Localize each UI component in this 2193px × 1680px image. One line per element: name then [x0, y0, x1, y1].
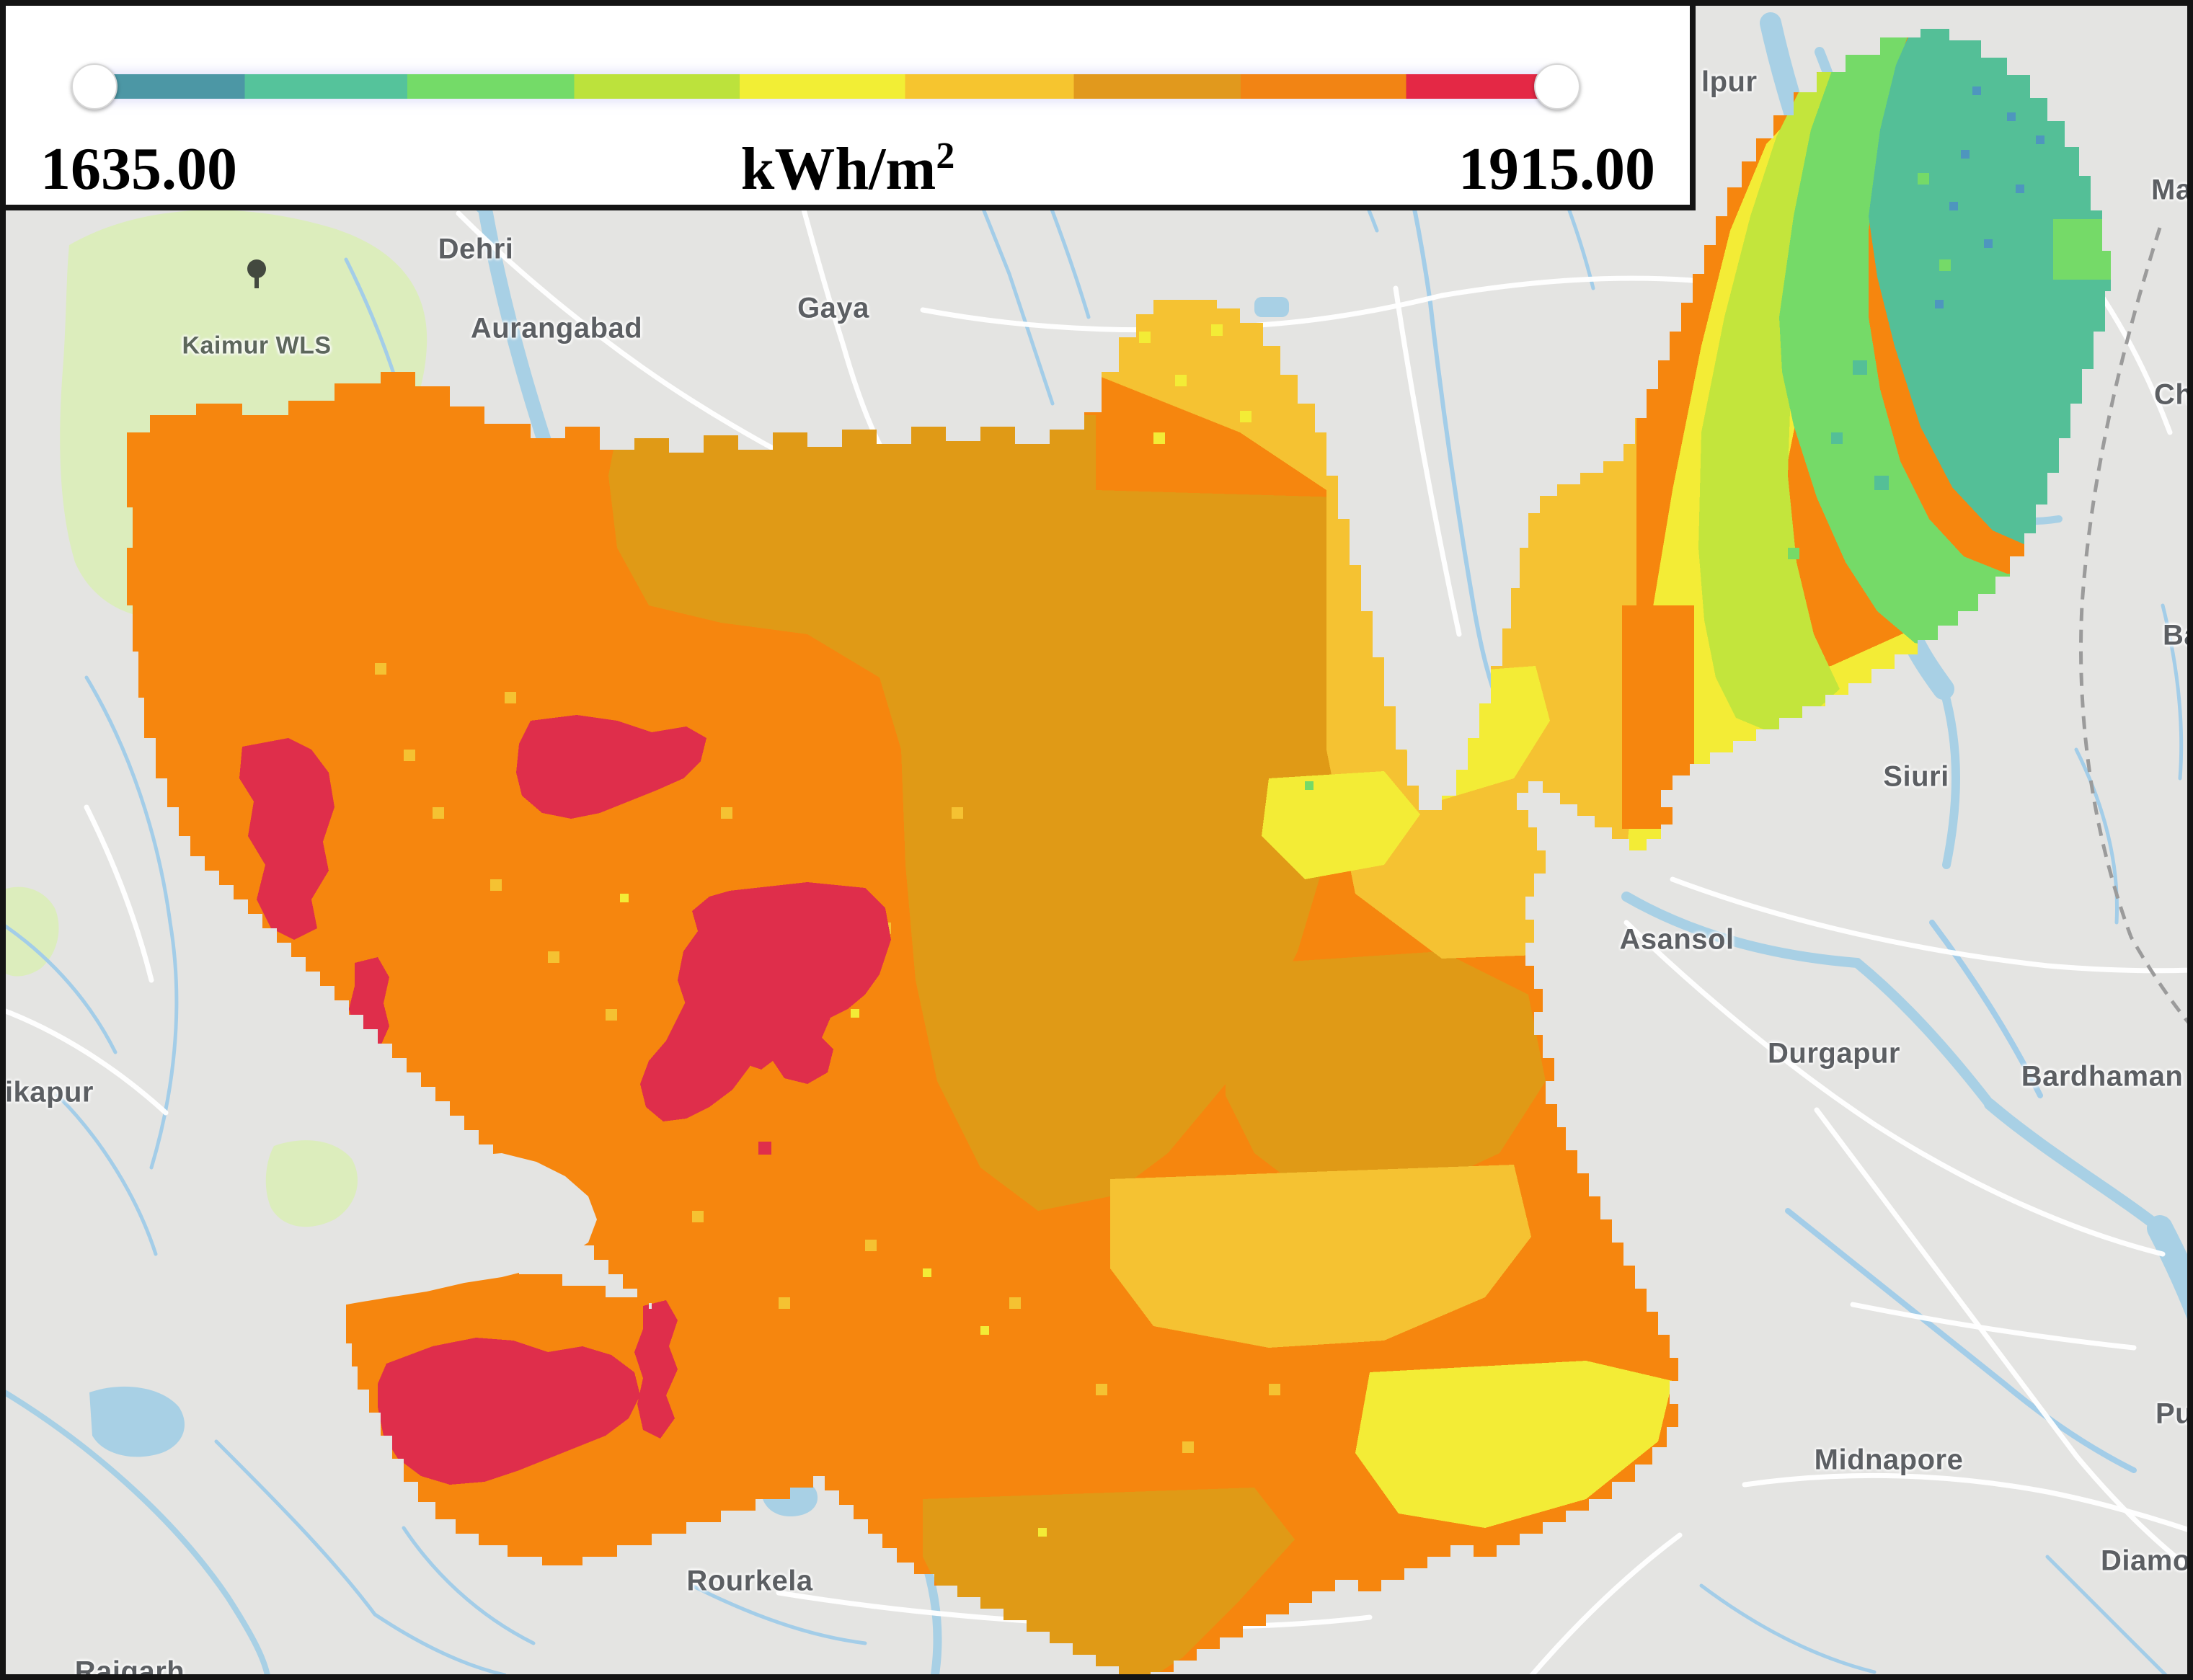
map-label: Ba [2163, 619, 2193, 652]
map-label: Diamon [2101, 1545, 2193, 1577]
map-label: Siuri [1883, 760, 1949, 793]
legend-unit-exponent: 2 [936, 135, 955, 177]
stream-lines [0, 55, 2184, 1680]
map-label: Dehri [438, 233, 514, 265]
color-ramp-track[interactable] [94, 74, 1559, 99]
map-label: Gaya [797, 292, 869, 324]
map-label: Kaimur WLS [182, 332, 332, 360]
map-label: Durgapur [1768, 1037, 1900, 1070]
heat-red-spots [239, 715, 891, 1485]
range-slider-handle-max[interactable] [1534, 63, 1580, 110]
legend-min-value: 1635.00 [40, 135, 237, 203]
map-label: Raigarh [74, 1655, 185, 1680]
legend-label-row: 1635.00 kWh/m2 1915.00 [6, 134, 1690, 204]
heat-speckles-teal [1831, 360, 1889, 490]
tree-crown [247, 259, 266, 278]
map-label: Chap [2154, 378, 2193, 411]
map-label: bikapur [0, 1076, 94, 1108]
country-border-line [2079, 227, 2193, 1028]
heat-speckles-blue [1935, 86, 2044, 308]
map-label: Midnapore [1814, 1444, 1964, 1476]
map-label: Rourkela [686, 1565, 813, 1597]
map-label: Mal [2151, 174, 2193, 206]
map-label: Aurangabad [470, 312, 643, 345]
land-inlet [268, 1153, 597, 1312]
legend-unit: kWh/m2 [740, 135, 955, 203]
range-slider-handle-min[interactable] [71, 63, 118, 110]
map-label: lpur [1701, 66, 1758, 98]
tree-icon [242, 259, 271, 293]
map-label: Bardhaman [2021, 1060, 2184, 1093]
map-label: Puj [2156, 1397, 2193, 1430]
legend-panel: 1635.00 kWh/m2 1915.00 [0, 0, 1696, 210]
heat-speckles-green [1305, 173, 1951, 790]
map-label: Asansol [1619, 923, 1735, 956]
legend-max-value: 1915.00 [1458, 135, 1655, 203]
tree-trunk [254, 275, 259, 288]
